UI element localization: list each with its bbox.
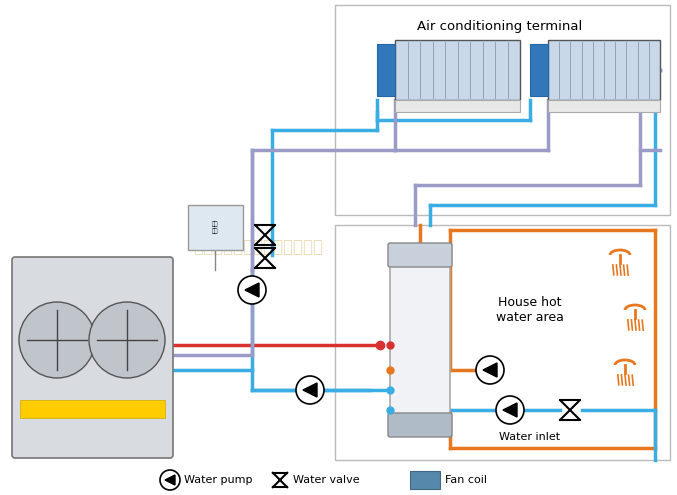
Text: House hot
water area: House hot water area: [496, 296, 564, 324]
Text: Water pump: Water pump: [184, 475, 253, 485]
Text: 东莞市豪利制冷设备有限公司: 东莞市豪利制冷设备有限公司: [193, 238, 323, 256]
Bar: [335, 5, 670, 215]
Text: 控制
面板: 控制 面板: [213, 221, 219, 234]
Polygon shape: [165, 475, 175, 485]
Bar: [548, 40, 660, 100]
Bar: [395, 100, 520, 112]
Circle shape: [238, 276, 266, 304]
Text: Fan coil: Fan coil: [445, 475, 487, 485]
Polygon shape: [503, 403, 517, 417]
FancyBboxPatch shape: [388, 413, 452, 437]
Bar: [530, 44, 548, 96]
Polygon shape: [245, 283, 259, 297]
Bar: [188, 205, 243, 250]
Circle shape: [89, 302, 165, 378]
Circle shape: [496, 396, 524, 424]
Bar: [410, 471, 440, 489]
Bar: [395, 40, 520, 100]
FancyBboxPatch shape: [388, 243, 452, 267]
Text: Water inlet: Water inlet: [500, 432, 561, 442]
Circle shape: [476, 356, 504, 384]
Bar: [377, 44, 395, 96]
Bar: [335, 225, 670, 460]
Text: Air conditioning terminal: Air conditioning terminal: [418, 20, 583, 33]
Circle shape: [296, 376, 324, 404]
Bar: [548, 100, 660, 112]
Bar: [390, 260, 450, 420]
Text: Water valve: Water valve: [293, 475, 359, 485]
Circle shape: [19, 302, 95, 378]
Polygon shape: [303, 383, 317, 397]
Circle shape: [160, 470, 180, 490]
Polygon shape: [483, 363, 497, 377]
Bar: [20, 400, 165, 418]
FancyBboxPatch shape: [12, 257, 173, 458]
